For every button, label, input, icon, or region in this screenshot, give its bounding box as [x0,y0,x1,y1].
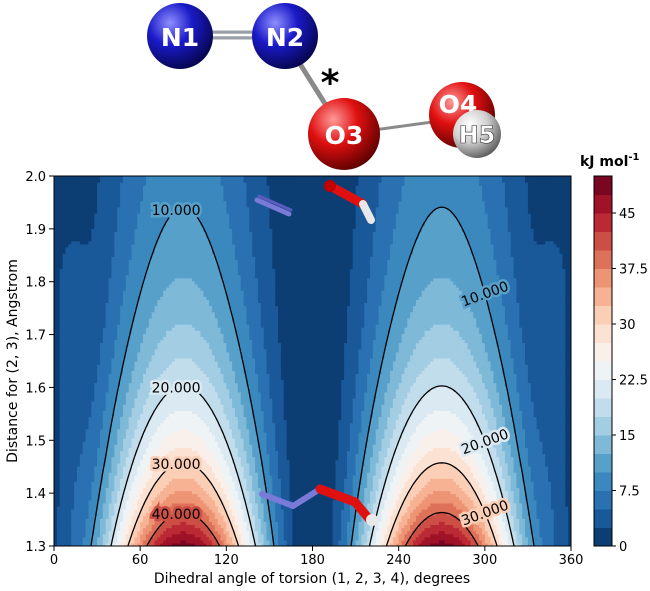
atom-h5: H5 [453,110,501,158]
atom-n2: N2 [252,3,318,69]
atom-o3: O3 [308,98,380,170]
plot-area: 10.00010.00020.00020.00030.00030.00040.0… [5,170,583,587]
molecule-diagram: N1 N2 * O4 H5 O3 [147,3,501,170]
atom-label-n2: N2 [266,23,304,52]
atom-label-n1: N1 [161,23,199,52]
atom-label-o3: O3 [325,121,364,150]
atom-label-h5: H5 [459,121,496,149]
asterisk-marker: * [321,63,340,104]
atom-n1: N1 [147,3,213,69]
